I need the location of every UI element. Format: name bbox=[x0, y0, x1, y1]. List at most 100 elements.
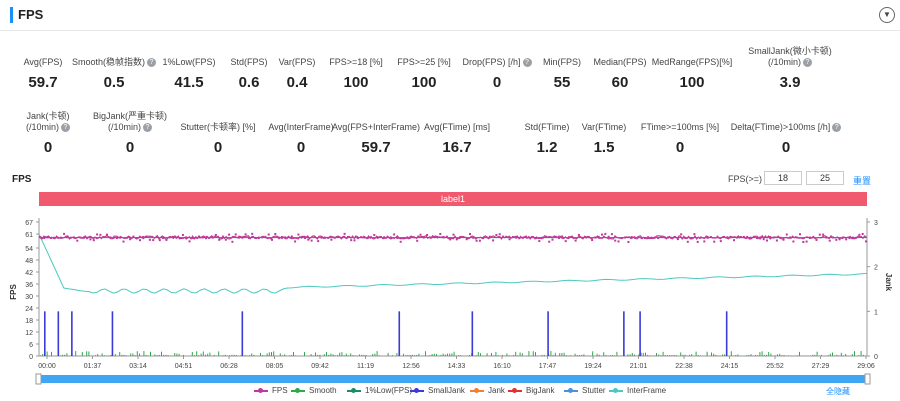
fps-point bbox=[700, 236, 702, 239]
legend-item-interframe[interactable]: InterFrame bbox=[609, 386, 666, 395]
x-tick-label: 12:56 bbox=[402, 363, 420, 370]
smooth-bar bbox=[638, 354, 640, 356]
smooth-bar bbox=[150, 351, 151, 356]
smooth-bar bbox=[429, 355, 431, 356]
reset-button[interactable]: 重置 bbox=[853, 176, 872, 186]
legend-item-jank[interactable]: Jank bbox=[470, 386, 505, 395]
smooth-bar bbox=[543, 354, 545, 356]
smooth-bar bbox=[836, 354, 838, 356]
smooth-bar bbox=[667, 355, 668, 356]
smooth-bar bbox=[220, 355, 222, 356]
smalljank-spike bbox=[398, 311, 401, 356]
smooth-bar bbox=[711, 352, 712, 356]
help-icon[interactable]: ? bbox=[61, 123, 70, 133]
legend-item-fps[interactable]: FPS bbox=[254, 386, 288, 395]
smooth-bar bbox=[198, 355, 200, 356]
smooth-bar bbox=[838, 355, 840, 356]
smooth-bar bbox=[827, 355, 829, 356]
threshold-high-input[interactable] bbox=[806, 171, 844, 185]
metric-label: 1%Low(FPS) bbox=[162, 57, 216, 67]
label-band[interactable]: label1 bbox=[39, 192, 867, 206]
help-icon[interactable]: ? bbox=[803, 58, 812, 68]
smooth-bar bbox=[460, 355, 462, 356]
smooth-bar bbox=[207, 353, 209, 356]
metric-label-row: Delta(FTime)>100ms [/h]? bbox=[726, 122, 846, 133]
smooth-bar bbox=[235, 355, 237, 356]
metric-label: Var(FPS) bbox=[278, 57, 316, 67]
fps-point bbox=[297, 233, 300, 236]
fps-point bbox=[848, 237, 851, 240]
smooth-bar bbox=[378, 355, 380, 356]
smooth-bar bbox=[376, 351, 378, 356]
metric-value: 0 bbox=[675, 139, 685, 156]
smooth-bar bbox=[790, 355, 792, 356]
fps-point bbox=[515, 236, 518, 239]
smooth-bar bbox=[42, 354, 44, 356]
fps-point bbox=[528, 236, 531, 239]
fps-point bbox=[290, 237, 293, 240]
fps-point bbox=[343, 232, 346, 235]
smooth-bar bbox=[695, 351, 697, 356]
smooth-bar bbox=[130, 353, 132, 356]
metric-label: Drop(FPS) [/h] bbox=[462, 57, 521, 67]
help-icon[interactable]: ? bbox=[143, 123, 152, 133]
metrics_row2-metric-3: Avg(InterFrame) 0 bbox=[241, 122, 361, 156]
fps-point bbox=[782, 238, 785, 241]
fps-point bbox=[337, 235, 339, 238]
fps-point bbox=[86, 236, 89, 239]
fps-point bbox=[310, 239, 313, 242]
legend-label: Stutter bbox=[582, 386, 606, 395]
metrics_row2-metric-1: BigJank(严重卡顿) (/10min)? 0 bbox=[70, 111, 190, 156]
fps-point bbox=[76, 239, 79, 242]
fps-point bbox=[251, 232, 254, 235]
smooth-bar bbox=[266, 353, 268, 356]
legend-item-1-low-fps-[interactable]: 1%Low(FPS) bbox=[347, 386, 412, 395]
legend-item-smooth[interactable]: Smooth bbox=[291, 386, 337, 395]
smooth-bar bbox=[735, 354, 737, 356]
smooth-bar bbox=[675, 355, 677, 356]
fps-point bbox=[271, 238, 273, 241]
smooth-bar bbox=[183, 354, 184, 356]
x-tick-label: 14:33 bbox=[448, 363, 466, 370]
help-icon[interactable]: ? bbox=[832, 123, 842, 133]
fps-point bbox=[795, 236, 798, 239]
legend-label: Smooth bbox=[309, 386, 337, 395]
threshold-low-input[interactable] bbox=[764, 171, 802, 185]
metric-label: Median(FPS) bbox=[593, 57, 647, 67]
smooth-bar bbox=[161, 351, 162, 356]
fps-point bbox=[502, 235, 504, 238]
fps-point bbox=[432, 235, 435, 238]
fps-point bbox=[46, 236, 49, 239]
legend-item-smalljank[interactable]: SmallJank bbox=[410, 386, 465, 395]
smooth-bar bbox=[154, 354, 156, 356]
metric-label: Delta(FTime)>100ms [/h] bbox=[730, 122, 831, 132]
metrics_row1-metric-2: 1%Low(FPS) 41.5 bbox=[129, 57, 249, 91]
legend-item-bigjank[interactable]: BigJank bbox=[508, 386, 554, 395]
smooth-bar bbox=[495, 351, 497, 356]
help-icon[interactable]: ? bbox=[522, 58, 532, 68]
fps-point bbox=[181, 233, 184, 236]
smooth-bar bbox=[387, 352, 389, 356]
metric-value: 0.4 bbox=[286, 74, 308, 91]
metric-label: BigJank(严重卡顿) bbox=[92, 111, 167, 121]
fps-point bbox=[729, 236, 732, 239]
fps-point bbox=[244, 233, 247, 236]
smooth-bar bbox=[724, 354, 726, 356]
metric-value: 0 bbox=[125, 139, 135, 156]
metric-value: 3.9 bbox=[779, 74, 801, 91]
smooth-bar bbox=[312, 355, 314, 356]
fps-point bbox=[587, 236, 590, 239]
fps-point bbox=[752, 235, 755, 238]
hide-all-button[interactable]: 全隐藏 bbox=[826, 387, 850, 396]
help-icon[interactable]: ? bbox=[147, 58, 156, 68]
fps-point bbox=[525, 235, 528, 238]
fps-point bbox=[624, 236, 627, 239]
fps-point bbox=[607, 235, 610, 238]
legend-item-stutter[interactable]: Stutter bbox=[564, 386, 606, 395]
fps-point bbox=[261, 236, 264, 239]
collapse-chevron-icon[interactable]: ▼ bbox=[879, 7, 895, 23]
fps-point bbox=[49, 236, 52, 239]
fps-point bbox=[554, 235, 557, 238]
smooth-bar bbox=[425, 351, 426, 356]
